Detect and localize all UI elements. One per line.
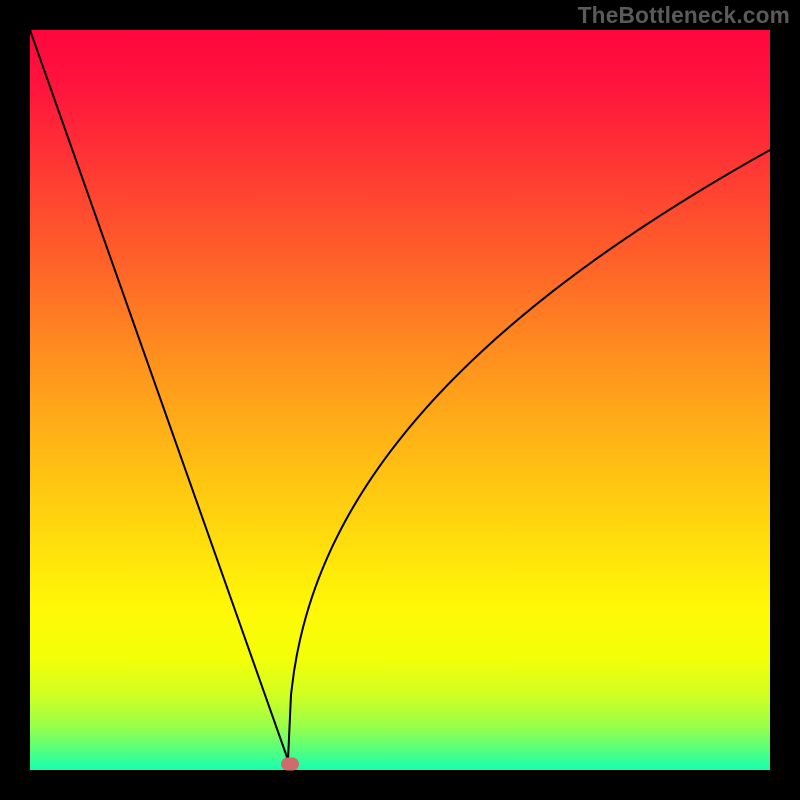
plot-background [30, 30, 770, 770]
figure-root: TheBottleneck.com [0, 0, 800, 800]
watermark-text: TheBottleneck.com [578, 2, 790, 29]
chart-plot [0, 0, 800, 800]
min-marker [281, 758, 299, 771]
